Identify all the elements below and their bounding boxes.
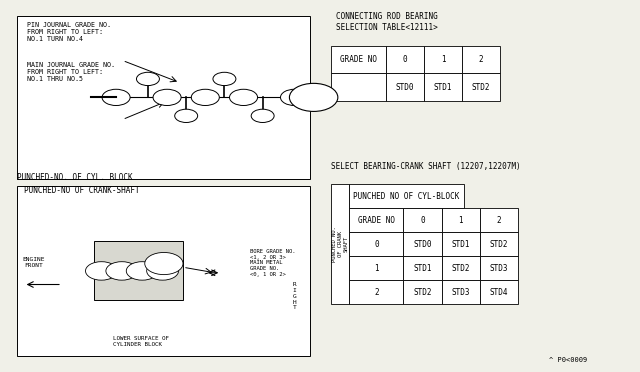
Circle shape — [147, 262, 179, 280]
Circle shape — [251, 109, 274, 122]
Bar — [94, 241, 183, 301]
Text: GRADE NO: GRADE NO — [358, 216, 395, 225]
Bar — [424, 73, 462, 101]
Bar — [462, 46, 500, 73]
Bar — [480, 256, 518, 280]
Text: PUNCHED-NO. OF CYL. BLOCK: PUNCHED-NO. OF CYL. BLOCK — [17, 173, 133, 182]
Circle shape — [136, 72, 159, 86]
Text: R
I
G
H
T: R I G H T — [292, 282, 296, 311]
Bar — [462, 73, 500, 101]
Bar — [349, 184, 464, 208]
Bar — [442, 256, 480, 280]
Text: GRADE NO: GRADE NO — [340, 55, 377, 64]
Circle shape — [280, 89, 308, 106]
Bar — [386, 73, 424, 101]
Bar — [442, 232, 480, 256]
Text: PUNCHED NO OF CYL-BLOCK: PUNCHED NO OF CYL-BLOCK — [353, 192, 460, 201]
Text: STD2: STD2 — [472, 83, 490, 92]
Text: LOWER SURFACE OF
CYLINDER BLOCK: LOWER SURFACE OF CYLINDER BLOCK — [113, 336, 169, 347]
Bar — [403, 256, 442, 280]
Bar — [480, 232, 518, 256]
Circle shape — [230, 89, 257, 106]
Text: 1: 1 — [441, 55, 445, 64]
Text: STD1: STD1 — [434, 83, 452, 92]
Bar — [349, 232, 403, 256]
Text: STD2: STD2 — [413, 288, 432, 296]
Circle shape — [191, 89, 220, 106]
Circle shape — [145, 253, 183, 275]
Bar — [403, 280, 442, 304]
Text: STD3: STD3 — [452, 288, 470, 296]
Bar — [480, 280, 518, 304]
Text: PIN JOURNAL GRADE NO.
FROM RIGHT TO LEFT:
NO.1 TURN NO.4: PIN JOURNAL GRADE NO. FROM RIGHT TO LEFT… — [27, 22, 111, 42]
Circle shape — [153, 89, 181, 106]
Bar — [332, 73, 386, 101]
Bar — [386, 46, 424, 73]
Bar — [442, 208, 480, 232]
Text: ^ P0<0009: ^ P0<0009 — [549, 357, 588, 363]
Text: SELECT BEARING-CRANK SHAFT (12207,12207M): SELECT BEARING-CRANK SHAFT (12207,12207M… — [332, 162, 521, 171]
Text: STD0: STD0 — [413, 240, 432, 248]
Text: 0: 0 — [420, 216, 425, 225]
Text: MAIN JOURNAL GRADE NO.
FROM RIGHT TO LEFT:
NO.1 THRU NO.5: MAIN JOURNAL GRADE NO. FROM RIGHT TO LEF… — [27, 62, 115, 82]
Text: STD2: STD2 — [452, 264, 470, 273]
Text: 1: 1 — [458, 216, 463, 225]
Text: BORE GRADE NO.
<1, 2 OR 3>
MAIN METAL
GRADE NO.
<0, 1 OR 2>: BORE GRADE NO. <1, 2 OR 3> MAIN METAL GR… — [250, 249, 296, 277]
Text: STD2: STD2 — [490, 240, 508, 248]
Bar — [332, 184, 349, 304]
Bar — [403, 232, 442, 256]
Text: STD3: STD3 — [490, 264, 508, 273]
Circle shape — [213, 72, 236, 86]
Circle shape — [126, 262, 158, 280]
Text: STD1: STD1 — [413, 264, 432, 273]
Bar — [442, 280, 480, 304]
Bar — [349, 280, 403, 304]
Text: STD4: STD4 — [490, 288, 508, 296]
Text: PUNCHED-NO OF CRANK-SHAFT: PUNCHED-NO OF CRANK-SHAFT — [24, 186, 140, 195]
Text: 2: 2 — [497, 216, 501, 225]
Text: 2: 2 — [374, 288, 379, 296]
Text: 2: 2 — [479, 55, 484, 64]
Text: CONNECTING ROD BEARING
SELECTION TABLE<12111>: CONNECTING ROD BEARING SELECTION TABLE<1… — [336, 13, 438, 32]
Text: 1234
00000
01234: 1234 00000 01234 — [138, 264, 152, 281]
Text: PUNCHED NO.
OF CRANK
SHAFT: PUNCHED NO. OF CRANK SHAFT — [332, 226, 349, 262]
Bar — [17, 16, 310, 179]
Text: STD1: STD1 — [452, 240, 470, 248]
Circle shape — [289, 83, 338, 112]
Circle shape — [86, 262, 117, 280]
Text: ENGINE
FRONT: ENGINE FRONT — [22, 257, 45, 268]
Bar — [480, 208, 518, 232]
Text: 1: 1 — [374, 264, 379, 273]
Bar — [332, 46, 386, 73]
Circle shape — [106, 262, 138, 280]
Text: 0: 0 — [374, 240, 379, 248]
Bar — [349, 256, 403, 280]
Bar — [403, 208, 442, 232]
Bar — [17, 186, 310, 356]
Text: 0: 0 — [403, 55, 407, 64]
Bar — [349, 208, 403, 232]
Circle shape — [102, 89, 130, 106]
Circle shape — [175, 109, 198, 122]
Bar — [424, 46, 462, 73]
Text: STD0: STD0 — [396, 83, 414, 92]
